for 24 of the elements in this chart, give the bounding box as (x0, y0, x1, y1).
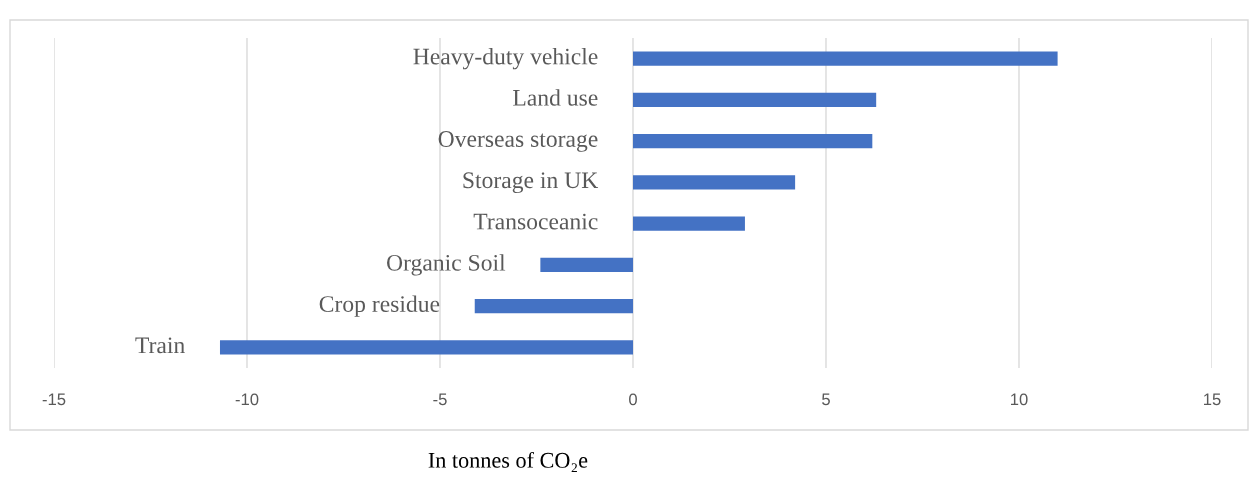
x-tick-label: 15 (1204, 393, 1221, 406)
bar (633, 92, 877, 108)
y-tick-label: Overseas storage (438, 131, 598, 152)
bar (474, 298, 633, 314)
x-tick-label: 5 (822, 393, 830, 406)
x-tick-label: 10 (1011, 393, 1028, 406)
x-tick-label: -10 (235, 393, 259, 406)
bar (633, 51, 1058, 66)
x-tick-label: 0 (629, 393, 637, 406)
x-tick-label: -5 (433, 393, 447, 406)
y-tick-label: Organic Soil (387, 254, 506, 276)
y-tick-label: Crop residue (319, 295, 440, 317)
bar (219, 340, 633, 355)
x-tick-label: -15 (42, 393, 66, 406)
y-tick-label: Heavy-duty vehicle (413, 47, 598, 70)
bar (633, 216, 745, 231)
bar (633, 175, 796, 190)
y-tick-label: Transoceanic (473, 213, 598, 230)
y-tick-label: Land use (513, 89, 598, 106)
x-axis-title: In tonnes of CO₂e (428, 451, 588, 473)
bar (633, 133, 873, 149)
y-tick-label: Train (135, 337, 185, 354)
bar (540, 257, 633, 273)
y-tick-label: Storage in UK (463, 172, 599, 194)
